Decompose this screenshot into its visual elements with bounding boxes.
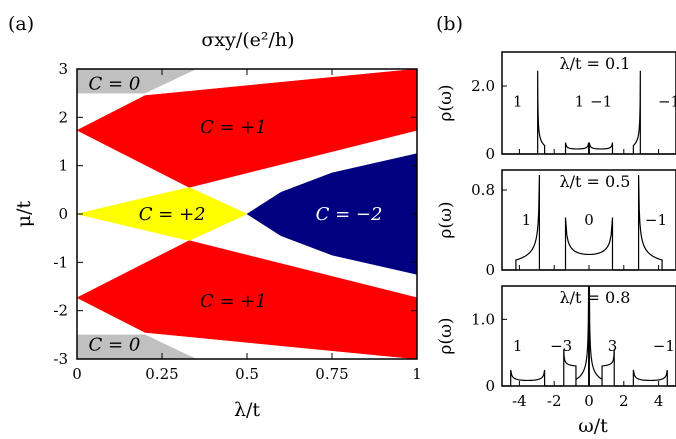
x-tick-label: 0.5 bbox=[235, 365, 259, 383]
dos-panel-title: λ/t = 0.1 bbox=[560, 54, 631, 73]
dos-x-tick-label: 0 bbox=[584, 392, 594, 410]
band-chern-label: 0 bbox=[584, 211, 594, 229]
dos-x-tick-label: -2 bbox=[547, 392, 562, 410]
phase-diagram-ticks: 0 0.25 0.5 0.75 1 -3 -2 -1 0 1 2 3 bbox=[53, 60, 421, 383]
y-tick-label: -1 bbox=[53, 253, 68, 271]
y-tick-label: 1 bbox=[58, 157, 68, 175]
dos-y-tick-label: 0 bbox=[485, 377, 495, 395]
y-tick-label: 0 bbox=[58, 205, 68, 223]
region-label-4: C = +1 bbox=[200, 291, 267, 312]
y-tick-label: 3 bbox=[58, 60, 68, 78]
y-tick-label: -3 bbox=[53, 350, 68, 368]
band-chern-label: −3 bbox=[550, 337, 572, 355]
phase-region-labels: C = 0 C = +1 C = +2 C = −2 C = +1 C = 0 bbox=[89, 74, 383, 356]
dos-panel-1: λ/t = 0.5 0 0.8 ρ(ω) 1 0 −1 bbox=[436, 169, 676, 279]
x-tick-label: 1 bbox=[412, 365, 422, 383]
dos-x-tick-label: 4 bbox=[654, 392, 664, 410]
chern-phase-diagram: σxy/(e²/h) C = 0 C = +1 C = +2 C = −2 C = +1… bbox=[13, 29, 422, 421]
y-tick-label: 2 bbox=[58, 108, 68, 126]
dos-x-axis-label: ω/t bbox=[578, 415, 608, 437]
band-chern-label: 3 bbox=[608, 337, 618, 355]
dos-y-tick-label: 0 bbox=[485, 261, 495, 279]
dos-x-tick-label: 2 bbox=[619, 392, 629, 410]
region-label-1: C = +1 bbox=[200, 117, 267, 138]
phase-diagram-x-axis-label: λ/t bbox=[234, 399, 260, 421]
phase-diagram-title: σxy/(e²/h) bbox=[201, 29, 294, 51]
dos-y-axis-label: ρ(ω) bbox=[436, 84, 456, 121]
panel-b-label: (b) bbox=[436, 13, 463, 35]
band-chern-label: −1 bbox=[645, 211, 667, 229]
dos-panel-title: λ/t = 0.5 bbox=[560, 172, 631, 191]
dos-y-tick-label: 2.0 bbox=[471, 77, 495, 95]
y-tick-label: -2 bbox=[53, 302, 68, 320]
dos-y-axis-label: ρ(ω) bbox=[436, 201, 456, 238]
band-chern-label: 1 bbox=[575, 92, 585, 110]
x-tick-label: 0.25 bbox=[145, 365, 178, 383]
dos-y-tick-label: 1.0 bbox=[471, 310, 495, 328]
band-chern-label: −1 bbox=[653, 337, 675, 355]
region-label-5: C = 0 bbox=[89, 335, 141, 356]
dos-y-tick-label: 0.8 bbox=[471, 181, 495, 199]
dos-curve bbox=[502, 174, 676, 271]
phase-diagram-y-axis-label: μ/t bbox=[13, 200, 35, 227]
band-chern-label: 1 bbox=[513, 337, 523, 355]
dos-y-axis-label: ρ(ω) bbox=[436, 317, 456, 354]
dos-x-tick-label: -4 bbox=[512, 392, 527, 410]
band-chern-label: 1 bbox=[513, 92, 523, 110]
phase-regions bbox=[76, 68, 418, 360]
band-chern-label: 1 bbox=[522, 211, 532, 229]
dos-panel-title: λ/t = 0.8 bbox=[560, 288, 631, 307]
region-label-2: C = +2 bbox=[139, 204, 206, 225]
region-label-3: C = −2 bbox=[316, 204, 383, 225]
density-of-states-panels: λ/t = 0.1 0 2.0 ρ(ω) 1 1 −1 −1 λ/t = 0.5 0 0.8 ρ(ω)… bbox=[436, 51, 676, 410]
panel-a-label: (a) bbox=[8, 13, 34, 35]
dos-panel-0: λ/t = 0.1 0 2.0 ρ(ω) 1 1 −1 −1 bbox=[436, 51, 676, 163]
dos-curve bbox=[502, 70, 676, 155]
dos-y-tick-label: 0 bbox=[485, 145, 495, 163]
x-tick-label: 0 bbox=[72, 365, 82, 383]
band-chern-label: −1 bbox=[590, 92, 612, 110]
dos-panel-2: λ/t = 0.8 0 1.0 ρ(ω) 1 −3 3 −1 bbox=[436, 285, 676, 395]
band-chern-label: −1 bbox=[658, 92, 676, 110]
region-label-0: C = 0 bbox=[89, 74, 141, 95]
x-tick-label: 0.75 bbox=[315, 365, 348, 383]
